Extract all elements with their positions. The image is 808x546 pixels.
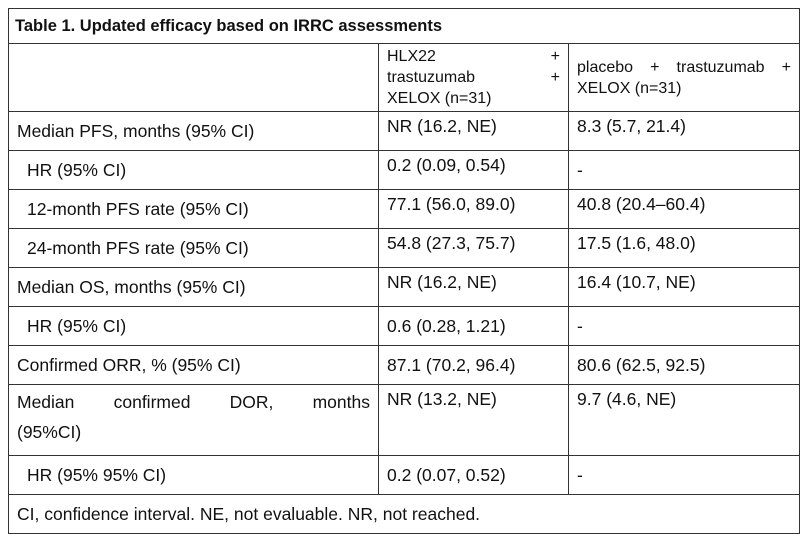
row-label: HR (95% 95% CI) — [8, 455, 379, 495]
row-value-placebo: - — [568, 455, 800, 495]
header-plus-1: + — [550, 48, 560, 65]
row-value-hlx22: 77.1 (56.0, 89.0) — [378, 189, 569, 229]
table-row: HR (95% CI) 0.6 (0.28, 1.21) - — [8, 306, 800, 346]
row-label: HR (95% CI) — [8, 306, 379, 346]
table-row: Confirmed ORR, % (95% CI) 87.1 (70.2, 96… — [8, 345, 800, 385]
table-row: Median confirmed DOR, months (95%CI) NR … — [8, 384, 800, 456]
row-label: 12-month PFS rate (95% CI) — [8, 189, 379, 229]
row-label: Confirmed ORR, % (95% CI) — [8, 345, 379, 385]
row-value-hlx22: 0.2 (0.09, 0.54) — [378, 150, 569, 190]
row-value-placebo: 17.5 (1.6, 48.0) — [568, 228, 800, 268]
row-value-placebo: - — [568, 306, 800, 346]
footnote: CI, confidence interval. NE, not evaluab… — [8, 494, 800, 534]
row-value-placebo: 8.3 (5.7, 21.4) — [568, 111, 800, 151]
table-row: HR (95% 95% CI) 0.2 (0.07, 0.52) - — [8, 455, 800, 495]
table-row: Median OS, months (95% CI) NR (16.2, NE)… — [8, 267, 800, 307]
row-value-placebo: 40.8 (20.4–60.4) — [568, 189, 800, 229]
header-plus-2: + — [550, 69, 560, 86]
header-hlx22-line1: HLX22 — [387, 48, 436, 65]
row-value-placebo: 16.4 (10.7, NE) — [568, 267, 800, 307]
row-label-line1: Median confirmed DOR, months — [17, 392, 370, 412]
row-label: Median PFS, months (95% CI) — [8, 111, 379, 151]
row-label: HR (95% CI) — [8, 150, 379, 190]
row-label-line2: (95%CI) — [17, 422, 82, 442]
row-value-placebo: 9.7 (4.6, NE) — [568, 384, 800, 456]
table-row: 12-month PFS rate (95% CI) 77.1 (56.0, 8… — [8, 189, 800, 229]
header-hlx22-line3: XELOX (n=31) — [387, 90, 492, 107]
table-row: 24-month PFS rate (95% CI) 54.8 (27.3, 7… — [8, 228, 800, 268]
row-value-placebo: 80.6 (62.5, 92.5) — [568, 345, 800, 385]
header-hlx22: HLX22 + trastuzumab + XELOX (n=31) — [378, 43, 569, 112]
row-label: Median confirmed DOR, months (95%CI) — [8, 384, 379, 456]
row-value-hlx22: 0.6 (0.28, 1.21) — [378, 306, 569, 346]
row-value-hlx22: NR (13.2, NE) — [378, 384, 569, 456]
row-value-placebo: - — [568, 150, 800, 190]
row-label: 24-month PFS rate (95% CI) — [8, 228, 379, 268]
header-placebo: placebo + trastuzumab + XELOX (n=31) — [568, 43, 800, 112]
row-value-hlx22: NR (16.2, NE) — [378, 111, 569, 151]
header-empty-cell — [8, 43, 379, 112]
header-row: HLX22 + trastuzumab + XELOX (n=31) place… — [8, 43, 800, 112]
table-title: Table 1. Updated efficacy based on IRRC … — [8, 8, 800, 44]
title-row: Table 1. Updated efficacy based on IRRC … — [8, 8, 800, 44]
efficacy-table: Table 1. Updated efficacy based on IRRC … — [8, 8, 800, 534]
table-row: HR (95% CI) 0.2 (0.09, 0.54) - — [8, 150, 800, 190]
row-value-hlx22: NR (16.2, NE) — [378, 267, 569, 307]
row-value-hlx22: 0.2 (0.07, 0.52) — [378, 455, 569, 495]
footnote-row: CI, confidence interval. NE, not evaluab… — [8, 494, 800, 534]
row-value-hlx22: 54.8 (27.3, 75.7) — [378, 228, 569, 268]
row-value-hlx22: 87.1 (70.2, 96.4) — [378, 345, 569, 385]
row-label: Median OS, months (95% CI) — [8, 267, 379, 307]
header-hlx22-line2: trastuzumab — [387, 69, 476, 86]
table-row: Median PFS, months (95% CI) NR (16.2, NE… — [8, 111, 800, 151]
